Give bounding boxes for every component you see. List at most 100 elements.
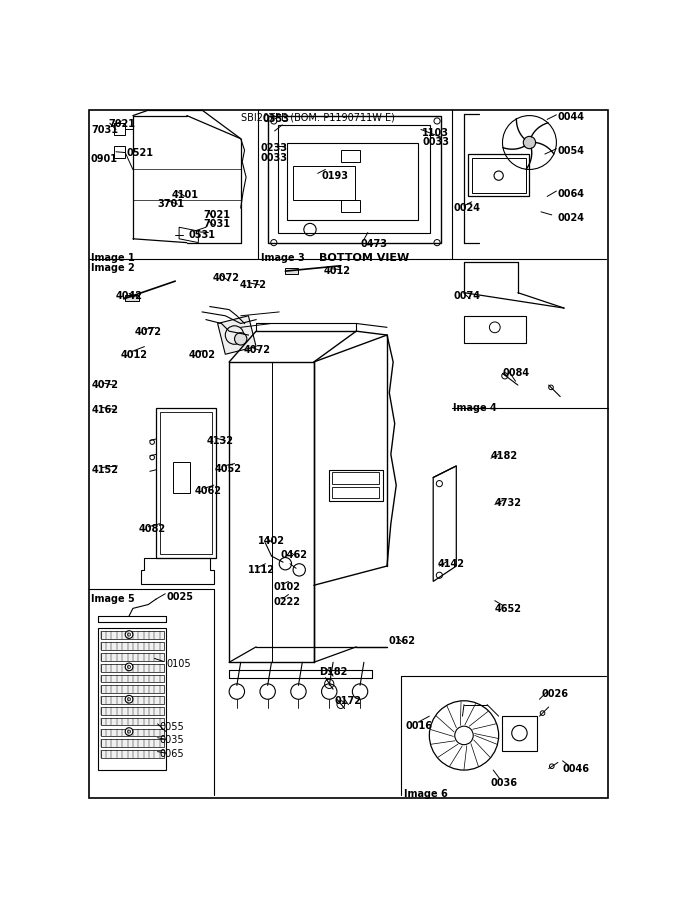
Text: 7021: 7021 bbox=[108, 119, 135, 129]
Circle shape bbox=[125, 727, 133, 735]
Circle shape bbox=[128, 698, 131, 701]
Bar bbox=[101, 642, 164, 650]
Bar bbox=[341, 150, 360, 162]
Text: 4072: 4072 bbox=[213, 272, 240, 282]
Text: 0084: 0084 bbox=[503, 368, 530, 378]
Text: 7021: 7021 bbox=[204, 209, 231, 219]
Text: 0025: 0025 bbox=[167, 592, 194, 602]
Text: Image 4: Image 4 bbox=[453, 403, 497, 413]
Text: 0193: 0193 bbox=[322, 171, 349, 181]
Text: 4101: 4101 bbox=[171, 190, 199, 200]
Text: 4072: 4072 bbox=[92, 380, 119, 390]
Text: BOTTOM VIEW: BOTTOM VIEW bbox=[319, 253, 409, 263]
Bar bbox=[101, 674, 164, 682]
Text: 4152: 4152 bbox=[92, 465, 119, 476]
Text: 4162: 4162 bbox=[92, 405, 119, 415]
Bar bbox=[293, 165, 355, 200]
Bar bbox=[101, 739, 164, 747]
Text: 0024: 0024 bbox=[558, 212, 585, 223]
Text: 0105: 0105 bbox=[167, 659, 191, 669]
Text: 0044: 0044 bbox=[558, 112, 585, 122]
Text: Image 1: Image 1 bbox=[90, 253, 135, 263]
Bar bbox=[468, 154, 530, 196]
Text: 4652: 4652 bbox=[495, 604, 522, 614]
Text: 0901: 0901 bbox=[90, 154, 118, 165]
Text: 3701: 3701 bbox=[158, 199, 184, 209]
Bar bbox=[101, 696, 164, 704]
Bar bbox=[268, 116, 441, 243]
Bar bbox=[101, 631, 164, 639]
Text: 0162: 0162 bbox=[388, 636, 415, 646]
Circle shape bbox=[125, 696, 133, 703]
Text: 0036: 0036 bbox=[491, 778, 518, 788]
Text: 0024: 0024 bbox=[453, 203, 480, 213]
Text: 0473: 0473 bbox=[360, 239, 387, 249]
Bar bbox=[160, 412, 212, 555]
Bar bbox=[287, 143, 418, 219]
Bar bbox=[332, 472, 379, 485]
Text: 4172: 4172 bbox=[239, 280, 266, 290]
Text: Image 2: Image 2 bbox=[90, 263, 135, 273]
Bar bbox=[101, 707, 164, 715]
Bar bbox=[329, 470, 383, 501]
Text: 1112: 1112 bbox=[248, 565, 275, 575]
Text: 0521: 0521 bbox=[126, 148, 154, 158]
Text: 0233: 0233 bbox=[260, 143, 288, 154]
Bar bbox=[332, 486, 379, 497]
Text: 0462: 0462 bbox=[281, 550, 308, 560]
Text: 4002: 4002 bbox=[188, 350, 216, 360]
Circle shape bbox=[128, 730, 131, 733]
Circle shape bbox=[128, 633, 131, 636]
Bar bbox=[101, 750, 164, 758]
Text: 7031: 7031 bbox=[91, 125, 118, 135]
Text: 4072: 4072 bbox=[135, 327, 161, 337]
Bar bbox=[98, 628, 166, 770]
Circle shape bbox=[125, 631, 133, 638]
Bar bbox=[101, 717, 164, 725]
Text: 4062: 4062 bbox=[194, 486, 222, 496]
Circle shape bbox=[125, 663, 133, 671]
Bar bbox=[125, 295, 139, 301]
Text: 0172: 0172 bbox=[335, 696, 362, 706]
Text: 0531: 0531 bbox=[188, 229, 216, 239]
Text: 4182: 4182 bbox=[490, 451, 517, 461]
Text: 4012: 4012 bbox=[324, 266, 351, 277]
Text: 0353: 0353 bbox=[262, 114, 289, 124]
Text: 0033: 0033 bbox=[260, 153, 288, 163]
Text: 4082: 4082 bbox=[139, 524, 166, 534]
Text: 4042: 4042 bbox=[116, 291, 143, 301]
Text: 0033: 0033 bbox=[422, 138, 449, 147]
Text: D182: D182 bbox=[319, 667, 347, 677]
Text: 1402: 1402 bbox=[258, 536, 285, 546]
Bar bbox=[173, 462, 190, 493]
Circle shape bbox=[524, 137, 536, 148]
Text: 0016: 0016 bbox=[405, 721, 432, 731]
Circle shape bbox=[235, 333, 247, 345]
Bar bbox=[101, 728, 164, 736]
Text: 0074: 0074 bbox=[453, 291, 480, 301]
Text: 4132: 4132 bbox=[207, 436, 234, 446]
Bar bbox=[277, 125, 430, 233]
Text: 4052: 4052 bbox=[214, 464, 241, 474]
Text: 4142: 4142 bbox=[438, 559, 465, 569]
Text: 1103: 1103 bbox=[422, 128, 449, 138]
Bar bbox=[472, 158, 526, 192]
Polygon shape bbox=[218, 316, 256, 354]
Bar bbox=[101, 653, 164, 661]
Bar bbox=[101, 685, 164, 693]
Text: 0054: 0054 bbox=[558, 147, 585, 156]
Text: 0046: 0046 bbox=[562, 764, 590, 774]
Text: 4012: 4012 bbox=[120, 350, 148, 360]
Text: 7031: 7031 bbox=[204, 218, 231, 228]
Text: 0035: 0035 bbox=[160, 735, 184, 745]
Circle shape bbox=[128, 665, 131, 669]
Bar bbox=[101, 663, 164, 672]
Text: Image 6: Image 6 bbox=[404, 788, 447, 798]
Bar bbox=[341, 200, 360, 212]
Text: Image 5: Image 5 bbox=[90, 593, 135, 604]
Text: 0026: 0026 bbox=[541, 690, 568, 699]
Text: SBI20TPE (BOM: P1190711W E): SBI20TPE (BOM: P1190711W E) bbox=[241, 112, 394, 122]
Text: 0064: 0064 bbox=[558, 189, 585, 199]
Bar bbox=[503, 717, 537, 751]
Text: 0065: 0065 bbox=[160, 749, 184, 760]
